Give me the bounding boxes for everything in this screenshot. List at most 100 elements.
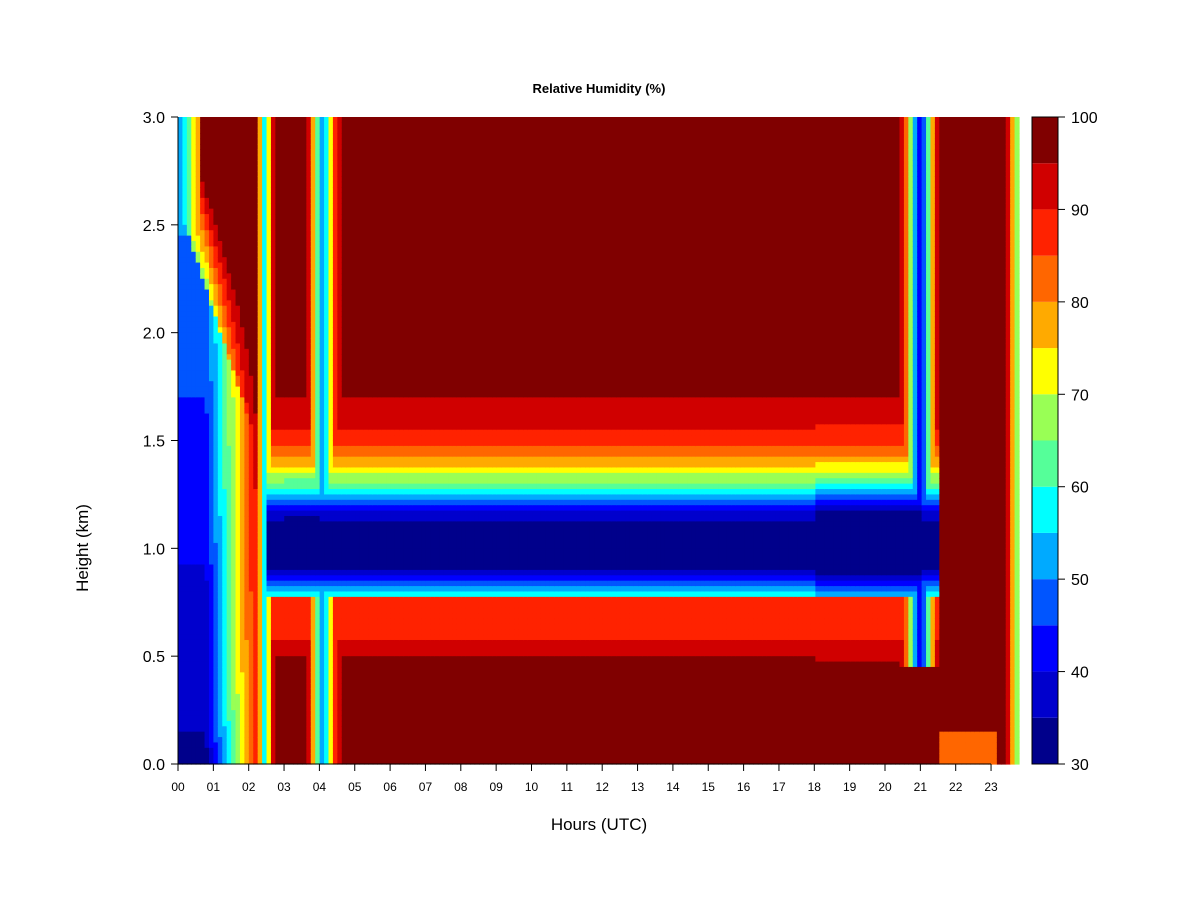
heatmap-cell: [293, 602, 298, 608]
heatmap-cell: [346, 387, 351, 393]
heatmap-cell: [351, 236, 356, 242]
heatmap-cell: [302, 672, 307, 678]
heatmap-cell: [289, 683, 294, 689]
heatmap-cell: [284, 511, 289, 517]
heatmap-cell: [231, 225, 236, 231]
heatmap-cell: [302, 236, 307, 242]
heatmap-cell: [320, 435, 325, 441]
heatmap-cell: [222, 737, 227, 743]
heatmap-cell: [271, 203, 276, 209]
heatmap-cell: [351, 667, 356, 673]
heatmap-cell: [178, 645, 183, 651]
heatmap-cell: [182, 629, 187, 635]
heatmap-cell: [240, 710, 245, 716]
heatmap-cell: [240, 451, 245, 457]
heatmap-cell: [218, 155, 223, 161]
heatmap-cell: [200, 667, 205, 673]
heatmap-cell: [236, 279, 241, 285]
heatmap-cell: [231, 624, 236, 630]
heatmap-cell: [209, 543, 214, 549]
heatmap-cell: [244, 489, 249, 495]
heatmap-cell: [267, 408, 272, 414]
heatmap-cell: [311, 408, 316, 414]
heatmap-cell: [231, 311, 236, 317]
heatmap-cell: [284, 414, 289, 420]
heatmap-cell: [178, 198, 183, 204]
heatmap-cell: [289, 392, 294, 398]
heatmap-cell: [333, 732, 338, 738]
heatmap-cell: [240, 548, 245, 554]
heatmap-cell: [213, 721, 218, 727]
heatmap-cell: [280, 629, 285, 635]
heatmap-cell: [200, 629, 205, 635]
heatmap-cell: [324, 575, 329, 581]
heatmap-cell: [244, 554, 249, 560]
heatmap-cell: [302, 381, 307, 387]
heatmap-cell: [191, 246, 196, 252]
heatmap-cell: [320, 473, 325, 479]
heatmap-cell: [258, 414, 263, 420]
heatmap-cell: [337, 397, 342, 403]
heatmap-cell: [182, 726, 187, 732]
heatmap-cell: [267, 316, 272, 322]
heatmap-cell: [253, 694, 258, 700]
heatmap-cell: [324, 252, 329, 258]
heatmap-cell: [249, 397, 254, 403]
heatmap-cell: [320, 586, 325, 592]
heatmap-cell: [262, 322, 267, 328]
heatmap-cell: [244, 451, 249, 457]
heatmap-cell: [359, 241, 364, 247]
heatmap-cell: [200, 209, 205, 215]
heatmap-cell: [196, 527, 201, 533]
heatmap-cell: [187, 397, 192, 403]
heatmap-cell: [289, 618, 294, 624]
heatmap-cell: [191, 187, 196, 193]
heatmap-cell: [275, 343, 280, 349]
heatmap-cell: [258, 166, 263, 172]
heatmap-cell: [240, 414, 245, 420]
heatmap-cell: [302, 543, 307, 549]
heatmap-cell: [342, 559, 347, 565]
heatmap-cell: [200, 392, 205, 398]
heatmap-cell: [196, 149, 201, 155]
heatmap-cell: [196, 521, 201, 527]
heatmap-cell: [222, 640, 227, 646]
heatmap-cell: [187, 505, 192, 511]
heatmap-cell: [306, 381, 311, 387]
heatmap-cell: [267, 635, 272, 641]
heatmap-cell: [182, 149, 187, 155]
heatmap-cell: [191, 273, 196, 279]
heatmap-cell: [346, 635, 351, 641]
heatmap-cell: [262, 236, 267, 242]
heatmap-cell: [298, 516, 303, 522]
heatmap-cell: [209, 699, 214, 705]
heatmap-cell: [178, 613, 183, 619]
heatmap-cell: [222, 715, 227, 721]
heatmap-cell: [298, 203, 303, 209]
heatmap-cell: [328, 543, 333, 549]
heatmap-cell: [196, 500, 201, 506]
heatmap-cell: [200, 214, 205, 220]
heatmap-cell: [262, 284, 267, 290]
heatmap-cell: [205, 333, 210, 339]
heatmap-cell: [324, 144, 329, 150]
heatmap-cell: [351, 591, 356, 597]
heatmap-cell: [187, 645, 192, 651]
heatmap-cell: [271, 629, 276, 635]
heatmap-cell: [231, 602, 236, 608]
heatmap-cell: [205, 505, 210, 511]
heatmap-cell: [182, 662, 187, 668]
heatmap-cell: [302, 392, 307, 398]
heatmap-cell: [271, 441, 276, 447]
heatmap-cell: [289, 667, 294, 673]
heatmap-cell: [275, 446, 280, 452]
heatmap-cell: [306, 672, 311, 678]
heatmap-cell: [289, 214, 294, 220]
heatmap-cell: [346, 559, 351, 565]
heatmap-cell: [218, 538, 223, 544]
heatmap-cell: [196, 198, 201, 204]
heatmap-cell: [191, 300, 196, 306]
heatmap-cell: [333, 629, 338, 635]
heatmap-cell: [209, 306, 214, 312]
heatmap-cell: [267, 500, 272, 506]
